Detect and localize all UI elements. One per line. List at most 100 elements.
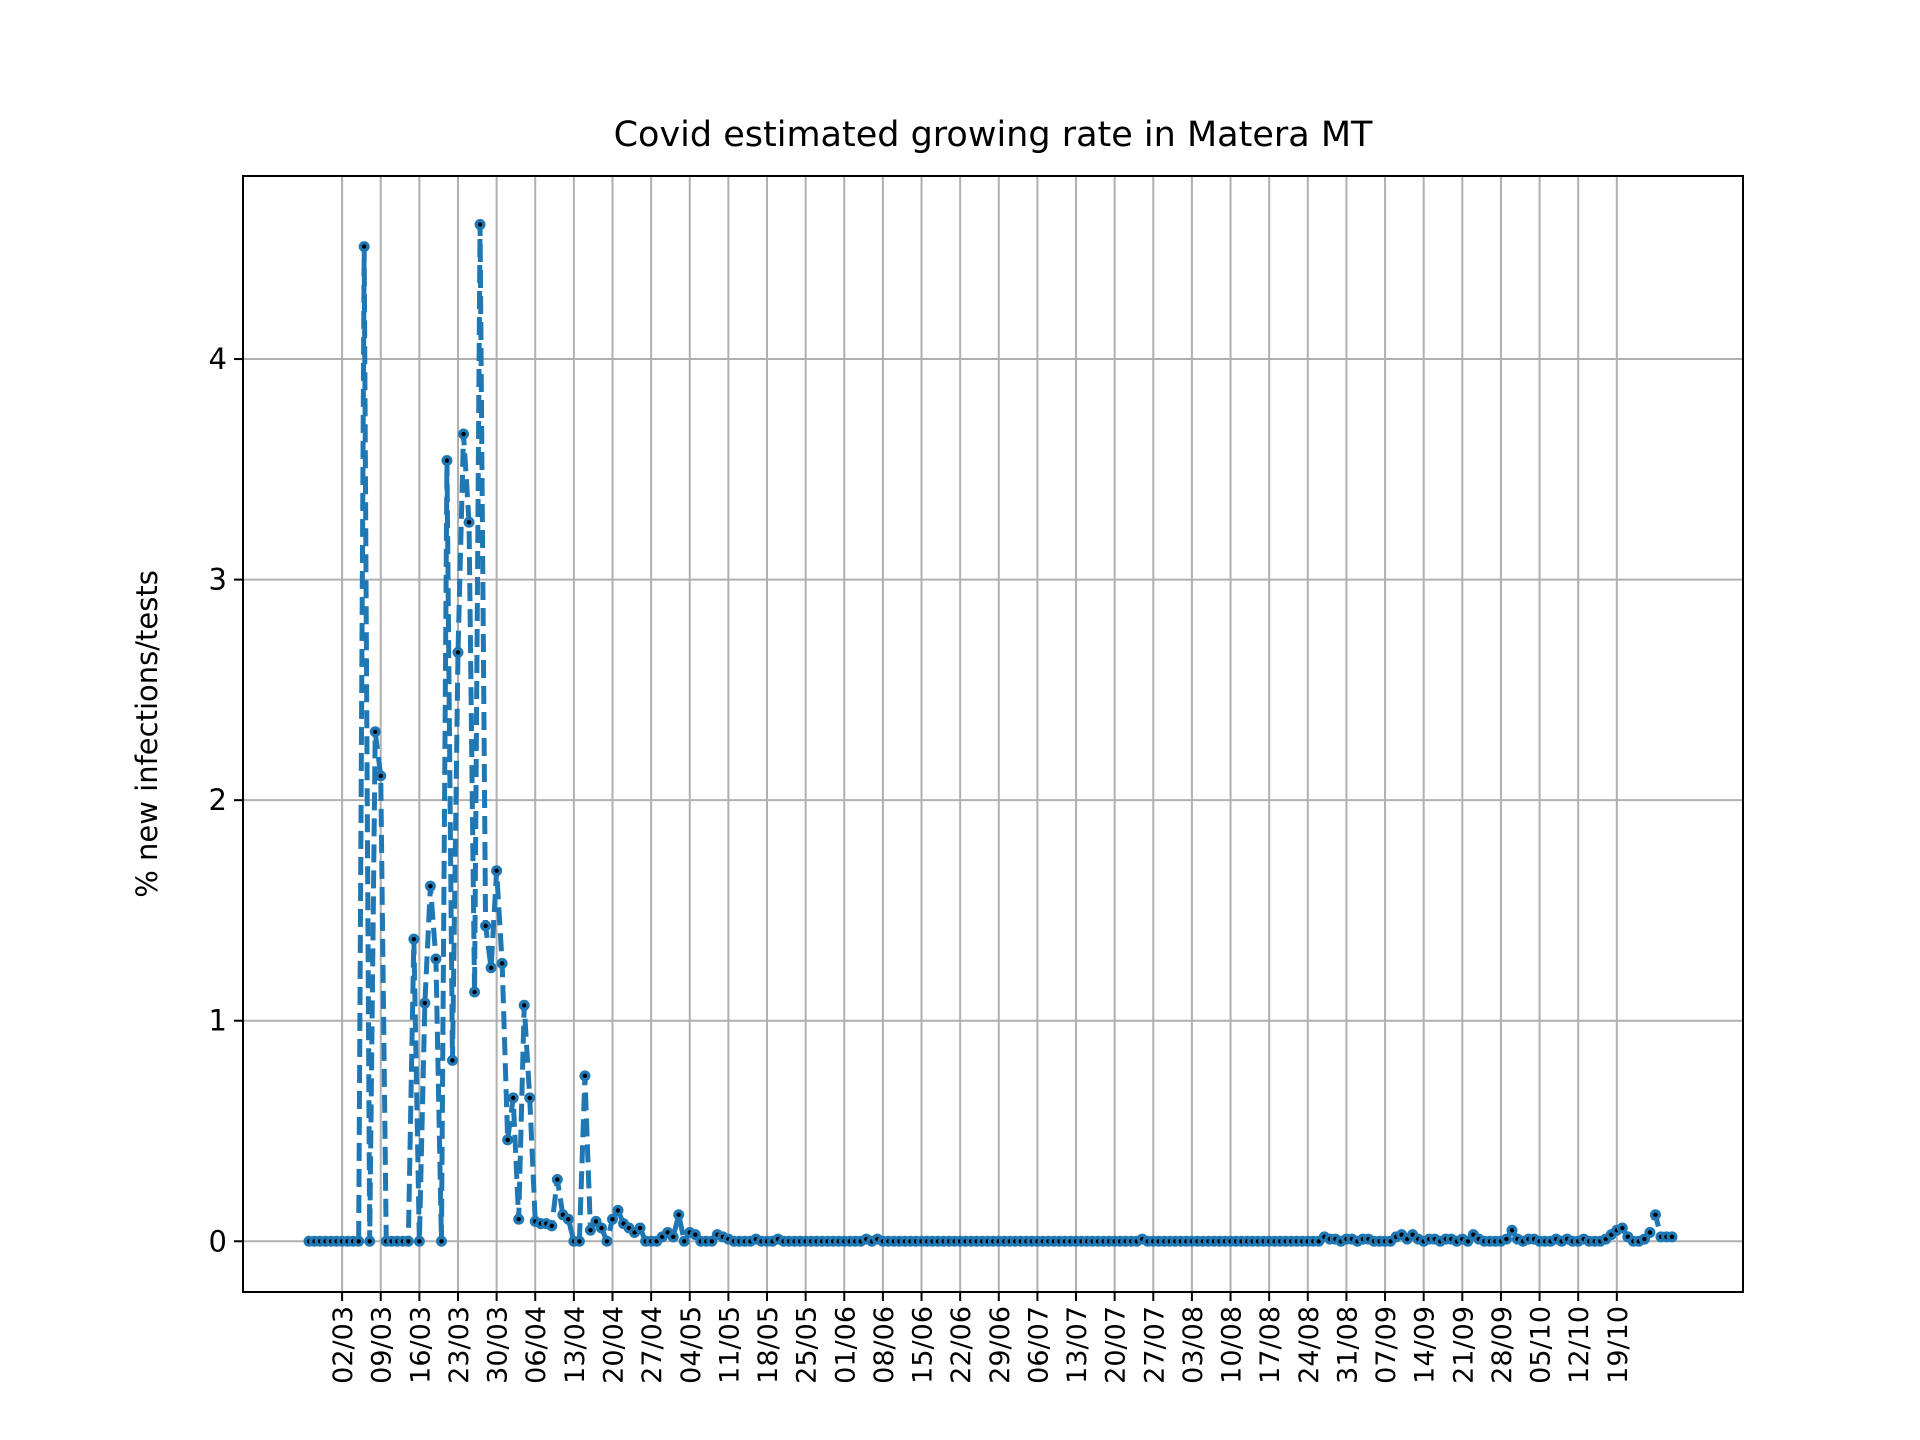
x-tick-label: 24/08 bbox=[1294, 1306, 1325, 1384]
data-point-center bbox=[1642, 1236, 1647, 1242]
grid bbox=[243, 176, 1743, 1292]
data-point bbox=[375, 770, 387, 782]
series-line bbox=[309, 222, 1672, 1244]
x-tick-label: 13/04 bbox=[560, 1306, 591, 1384]
data-point-center bbox=[604, 1239, 610, 1244]
data-point-center bbox=[654, 1239, 659, 1244]
x-tick-label: 27/04 bbox=[637, 1306, 668, 1384]
data-point-center bbox=[516, 1217, 521, 1222]
data-point bbox=[408, 933, 420, 945]
data-point bbox=[424, 880, 436, 892]
data-point-center bbox=[378, 773, 383, 779]
x-tick-label: 03/08 bbox=[1178, 1306, 1209, 1384]
x-tick-label: 07/09 bbox=[1371, 1306, 1402, 1384]
x-tick-label: 14/09 bbox=[1410, 1306, 1441, 1384]
data-point-center bbox=[477, 222, 483, 227]
data-point-center bbox=[466, 520, 472, 525]
data-point-center bbox=[494, 868, 499, 873]
data-point-center bbox=[615, 1208, 621, 1213]
data-point bbox=[551, 1174, 563, 1186]
data-point bbox=[667, 1231, 679, 1243]
data-point bbox=[402, 1235, 414, 1247]
data-point bbox=[502, 1134, 514, 1146]
data-point bbox=[546, 1220, 558, 1232]
data-point-center bbox=[1669, 1234, 1675, 1240]
data-point bbox=[573, 1235, 585, 1247]
data-point-center bbox=[488, 965, 494, 970]
x-axis: 02/03 09/03 16/03 23/03 30/03 06/04 13/04 20/04… bbox=[328, 1292, 1634, 1384]
data-point-center bbox=[549, 1223, 555, 1229]
data-point-center bbox=[693, 1232, 698, 1237]
data-point bbox=[601, 1235, 613, 1247]
data-point-center bbox=[450, 1058, 455, 1063]
data-point-center bbox=[499, 961, 505, 966]
data-point bbox=[562, 1213, 574, 1225]
data-point-center bbox=[428, 883, 433, 889]
data-point-center bbox=[682, 1239, 687, 1244]
data-point-center bbox=[444, 458, 450, 463]
data-point-center bbox=[455, 650, 461, 655]
data-point-center bbox=[626, 1225, 632, 1231]
y-tick-label: 2 bbox=[209, 783, 227, 817]
data-point bbox=[353, 1235, 365, 1247]
data-point bbox=[1506, 1224, 1518, 1236]
x-tick-label: 01/06 bbox=[830, 1306, 861, 1384]
data-point-center bbox=[1620, 1225, 1625, 1231]
x-tick-label: 28/09 bbox=[1487, 1306, 1518, 1384]
data-point bbox=[496, 957, 508, 969]
data-point-center bbox=[1653, 1212, 1658, 1218]
data-point-center bbox=[1603, 1236, 1608, 1242]
data-point-center bbox=[417, 1239, 422, 1244]
x-tick-label: 19/10 bbox=[1603, 1306, 1634, 1384]
data-point bbox=[634, 1222, 646, 1234]
x-tick-label: 06/04 bbox=[521, 1306, 552, 1384]
data-point-center bbox=[621, 1221, 626, 1226]
data-point-center bbox=[577, 1239, 582, 1244]
x-tick-label: 06/07 bbox=[1023, 1306, 1054, 1384]
data-point-center bbox=[709, 1239, 715, 1244]
data-point-center bbox=[1410, 1232, 1415, 1237]
data-point bbox=[524, 1092, 536, 1104]
data-point bbox=[474, 219, 486, 231]
data-point-center bbox=[582, 1073, 588, 1079]
data-point-center bbox=[1404, 1236, 1410, 1242]
x-tick-label: 20/07 bbox=[1101, 1306, 1132, 1384]
data-point bbox=[584, 1224, 596, 1236]
data-point-center bbox=[406, 1239, 411, 1244]
data-point-center bbox=[555, 1177, 560, 1182]
data-point bbox=[480, 920, 492, 932]
y-tick-label: 4 bbox=[209, 342, 227, 376]
data-point-center bbox=[472, 989, 477, 995]
data-point bbox=[607, 1213, 619, 1225]
x-tick-label: 31/08 bbox=[1332, 1306, 1363, 1384]
data-point-center bbox=[1625, 1234, 1631, 1240]
x-tick-label: 25/05 bbox=[792, 1306, 823, 1384]
x-tick-label: 20/04 bbox=[599, 1306, 630, 1384]
x-tick-label: 27/07 bbox=[1139, 1306, 1170, 1384]
data-point-center bbox=[373, 729, 378, 734]
data-point bbox=[678, 1235, 690, 1247]
x-tick-label: 12/10 bbox=[1564, 1306, 1595, 1384]
data-point-center bbox=[1399, 1232, 1404, 1237]
data-point bbox=[485, 962, 497, 974]
data-point bbox=[463, 516, 475, 528]
axes-frame bbox=[242, 175, 1744, 1293]
data-point bbox=[469, 986, 481, 998]
y-axis-label: % new infections/tests bbox=[130, 570, 164, 898]
x-tick-label: 18/05 bbox=[753, 1306, 784, 1384]
data-point-center bbox=[1388, 1239, 1393, 1244]
data-point bbox=[369, 726, 381, 738]
data-point-center bbox=[1609, 1232, 1614, 1237]
x-tick-label: 23/03 bbox=[444, 1306, 475, 1384]
x-tick-label: 10/08 bbox=[1217, 1306, 1248, 1384]
data-point bbox=[430, 953, 442, 965]
x-tick-label: 13/07 bbox=[1062, 1306, 1093, 1384]
data-point bbox=[595, 1222, 607, 1234]
data-point-center bbox=[1316, 1239, 1322, 1244]
data-point-center bbox=[367, 1239, 372, 1244]
data-point-center bbox=[676, 1212, 681, 1218]
y-tick-label: 1 bbox=[209, 1004, 227, 1038]
x-tick-label: 11/05 bbox=[714, 1306, 745, 1384]
y-tick-label: 0 bbox=[209, 1224, 227, 1258]
x-tick-label: 21/09 bbox=[1448, 1306, 1479, 1384]
